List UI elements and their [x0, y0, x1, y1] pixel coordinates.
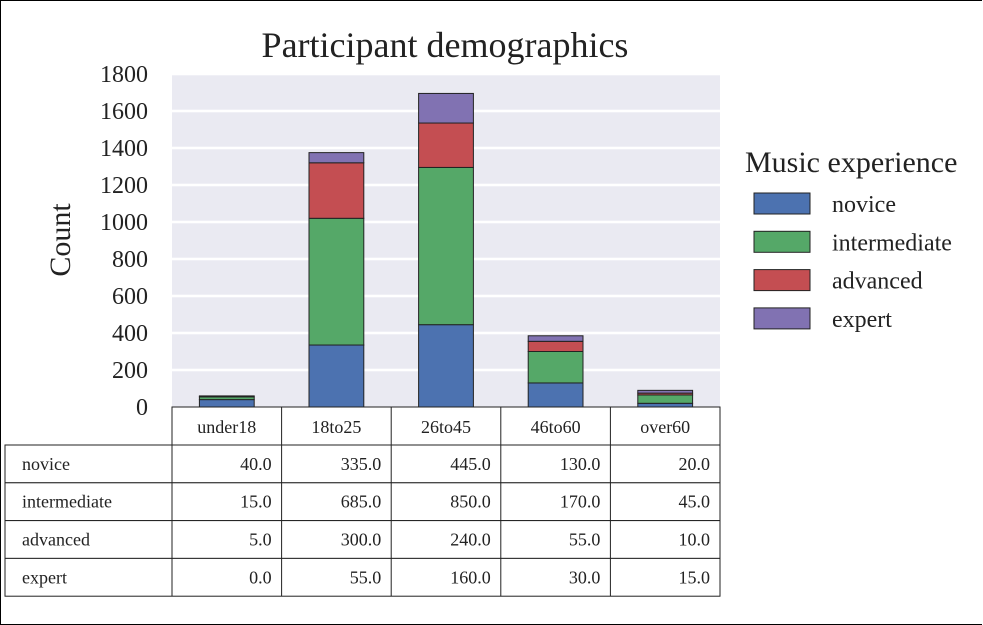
table-cell: 10.0 — [679, 530, 711, 550]
y-tick-label: 0 — [136, 395, 148, 421]
table-cell: 170.0 — [560, 492, 601, 512]
legend: Music experience novice intermediate advan… — [745, 146, 957, 333]
bar-novice-26to45 — [418, 324, 474, 408]
table-row-label: advanced — [22, 530, 90, 550]
table-column-header: 26to45 — [421, 417, 471, 437]
legend-swatch-expert — [753, 307, 811, 330]
bar-expert-46to60 — [527, 335, 584, 342]
table-cell: 45.0 — [679, 492, 711, 512]
y-tick-label: 400 — [112, 321, 148, 347]
data-table: under18 18to25 26to45 46to60 over60 novice 40.… — [4, 406, 721, 597]
table-cell: 160.0 — [450, 567, 491, 587]
y-axis-ticks: 0 200 400 600 800 1000 1200 1400 1600 1800 — [100, 62, 148, 421]
bars — [198, 92, 694, 408]
y-tick-label: 1800 — [100, 62, 148, 88]
table-cell: 40.0 — [240, 454, 272, 474]
table-cell: 300.0 — [341, 530, 382, 550]
legend-label-expert: expert — [832, 307, 892, 333]
table-row-label: expert — [22, 567, 67, 587]
table-column-header: 46to60 — [531, 417, 581, 437]
bar-novice-under18 — [198, 399, 255, 408]
table-cell: 240.0 — [450, 530, 491, 550]
y-tick-label: 200 — [112, 358, 148, 384]
table-cell: 55.0 — [569, 530, 601, 550]
table-cell: 0.0 — [249, 567, 272, 587]
y-tick-label: 1600 — [100, 99, 148, 125]
table-row — [4, 482, 721, 522]
bar-intermediate-46to60 — [527, 351, 584, 384]
table-row — [4, 520, 721, 559]
bar-expert-over60 — [637, 389, 694, 394]
legend-swatch-novice — [753, 192, 811, 215]
table-row-label: intermediate — [22, 492, 112, 512]
legend-label-advanced: advanced — [832, 269, 923, 295]
table-cell: 685.0 — [341, 492, 382, 512]
table-column-header: under18 — [197, 417, 256, 437]
table-header-row — [171, 406, 721, 446]
chart-title: Participant demographics — [262, 25, 629, 65]
y-tick-label: 1200 — [100, 173, 148, 199]
table-row — [4, 557, 721, 597]
table-cell: 850.0 — [450, 492, 491, 512]
bar-intermediate-18to25 — [308, 217, 365, 346]
bar-advanced-18to25 — [308, 162, 365, 219]
legend-swatch-intermediate — [753, 230, 811, 253]
legend-swatch-advanced — [753, 269, 811, 292]
table-cell: 335.0 — [341, 454, 382, 474]
bar-advanced-46to60 — [527, 340, 584, 353]
table-column-header: over60 — [640, 417, 690, 437]
table-cell: 15.0 — [240, 492, 272, 512]
table-cell: 445.0 — [450, 454, 491, 474]
bar-advanced-under18 — [198, 395, 255, 398]
table-cell: 30.0 — [569, 567, 601, 587]
bar-intermediate-26to45 — [418, 166, 474, 326]
table-cell: 130.0 — [560, 454, 601, 474]
bar-novice-over60 — [637, 402, 694, 408]
table-column-header: 18to25 — [311, 417, 361, 437]
y-tick-label: 1400 — [100, 136, 148, 162]
table-cell: 20.0 — [679, 454, 711, 474]
legend-label-intermediate: intermediate — [832, 230, 952, 256]
table-cell: 5.0 — [249, 530, 272, 550]
y-axis-label: Count — [44, 203, 77, 277]
table-cell: 15.0 — [679, 567, 711, 587]
table-cell: 55.0 — [350, 567, 382, 587]
bar-intermediate-over60 — [637, 394, 694, 404]
y-tick-label: 600 — [112, 284, 148, 310]
table-row-label: novice — [22, 454, 70, 474]
bar-advanced-26to45 — [418, 122, 474, 168]
bar-novice-46to60 — [527, 382, 584, 408]
y-tick-label: 800 — [112, 247, 148, 273]
table-row — [4, 444, 721, 484]
bar-expert-18to25 — [308, 152, 365, 164]
legend-title: Music experience — [745, 146, 957, 179]
y-tick-label: 1000 — [100, 210, 148, 236]
bar-novice-18to25 — [308, 344, 365, 408]
legend-label-novice: novice — [832, 192, 896, 218]
bar-expert-26to45 — [418, 92, 474, 124]
